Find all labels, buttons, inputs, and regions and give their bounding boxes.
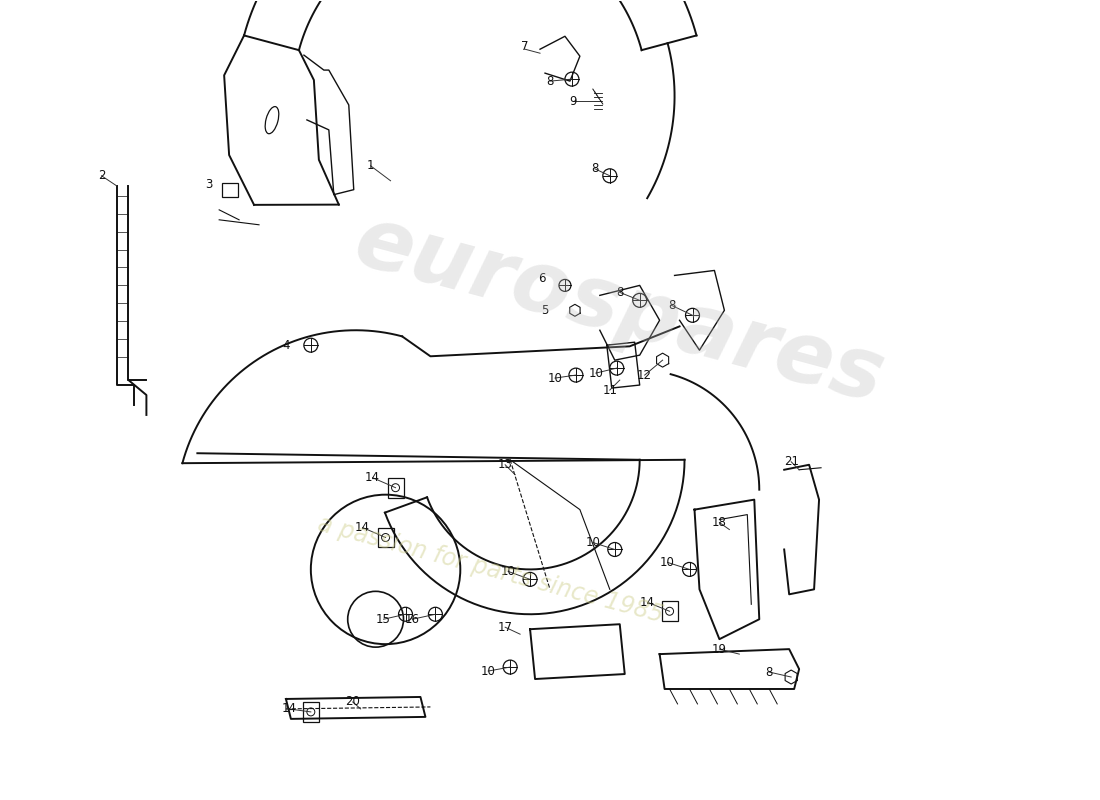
Text: 10: 10	[481, 665, 496, 678]
Text: 15: 15	[376, 613, 390, 626]
Text: 18: 18	[712, 516, 727, 529]
Text: 7: 7	[521, 40, 529, 53]
Text: 8: 8	[616, 286, 624, 299]
Text: 10: 10	[548, 371, 562, 385]
Text: 6: 6	[538, 272, 546, 285]
Text: 4: 4	[283, 338, 289, 352]
Text: 14: 14	[355, 521, 371, 534]
Text: 8: 8	[766, 666, 773, 678]
Text: 14: 14	[282, 702, 296, 715]
Text: 10: 10	[588, 366, 603, 379]
Text: 17: 17	[497, 621, 513, 634]
Text: 11: 11	[603, 383, 617, 397]
Text: 14: 14	[365, 471, 381, 484]
Text: 8: 8	[591, 162, 598, 175]
Text: 10: 10	[660, 556, 675, 569]
Text: 8: 8	[668, 299, 675, 312]
Text: 8: 8	[547, 74, 553, 88]
Text: 12: 12	[637, 369, 652, 382]
Text: 19: 19	[712, 642, 727, 656]
Text: 16: 16	[405, 613, 420, 626]
Text: 1: 1	[367, 159, 374, 172]
Text: a passion for parts since 1985: a passion for parts since 1985	[315, 512, 666, 627]
Text: 21: 21	[783, 455, 799, 468]
Text: 13: 13	[497, 458, 513, 471]
Text: 9: 9	[569, 94, 576, 107]
Text: 2: 2	[98, 170, 106, 182]
Text: 3: 3	[206, 178, 213, 191]
Text: 20: 20	[345, 695, 360, 709]
Text: 14: 14	[640, 596, 656, 609]
Text: eurospares: eurospares	[346, 200, 893, 421]
Text: 5: 5	[541, 304, 549, 317]
Text: 10: 10	[500, 565, 516, 578]
Text: 10: 10	[585, 536, 601, 549]
